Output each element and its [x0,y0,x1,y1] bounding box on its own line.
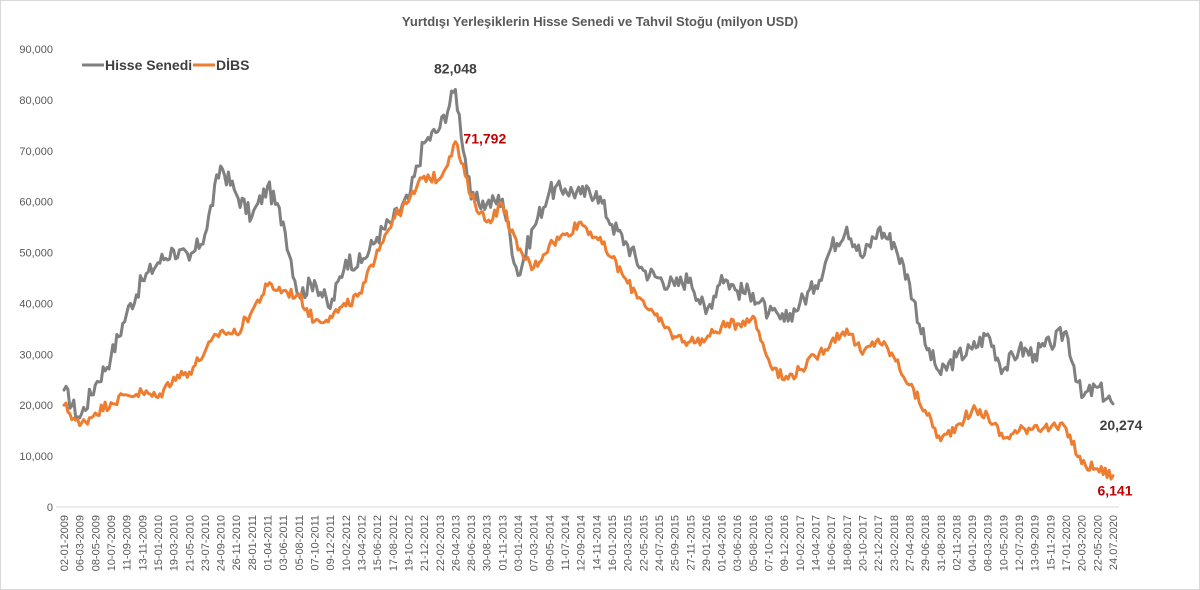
y-tick-label: 10,000 [19,451,53,463]
x-tick-label: 19-03-2010 [169,515,181,571]
x-tick-label: 01-04-2016 [717,515,729,571]
x-tick-label: 28-06-2013 [466,515,478,571]
x-tick-label: 22-12-2017 [873,515,885,571]
x-tick-label: 21-05-2010 [184,515,196,571]
x-tick-label: 20-10-2017 [857,515,869,571]
legend-entry: Hisse Senedi [105,57,192,73]
x-tick-label: 14-04-2017 [811,515,823,571]
y-tick-label: 90,000 [19,44,53,56]
x-tick-label: 29-06-2018 [920,515,932,571]
x-tick-label: 07-10-2016 [764,515,776,571]
x-tick-label: 08-03-2019 [983,515,995,571]
x-tick-label: 13-04-2012 [356,515,368,571]
x-tick-label: 27-04-2018 [904,515,916,571]
x-tick-label: 15-11-2019 [1045,515,1057,570]
x-tick-label: 21-12-2012 [419,515,431,571]
x-tick-label: 07-03-2014 [529,515,541,571]
y-tick-label: 0 [47,502,53,514]
x-tick-label: 07-10-2011 [310,515,322,570]
series-line-dibs [62,140,1115,481]
data-label: 6,141 [1097,483,1132,499]
y-tick-label: 80,000 [19,95,53,107]
x-tick-label: 05-08-2011 [294,515,306,570]
x-tick-label: 14-11-2014 [591,515,603,570]
x-tick-label: 24-09-2010 [216,515,228,571]
y-tick-label: 40,000 [19,298,53,310]
x-tick-label: 13-11-2009 [137,515,149,570]
x-tick-label: 03-06-2011 [278,515,290,570]
legend: Hisse Senedi DİBS [82,57,249,73]
x-tick-label: 10-05-2019 [998,515,1010,571]
x-tick-label: 10-02-2017 [795,515,807,571]
y-tick-label: 70,000 [19,146,53,158]
y-tick-label: 20,000 [19,400,53,412]
x-tick-label: 20-03-2015 [623,515,635,571]
x-tick-label: 11-07-2014 [560,515,572,570]
x-tick-label: 31-08-2018 [936,515,948,571]
x-tick-label: 23-02-2018 [889,515,901,571]
x-tick-label: 16-06-2017 [826,515,838,571]
x-tick-label: 09-05-2014 [544,515,556,571]
chart-title: Yurtdışı Yerleşiklerin Hisse Senedi ve T… [401,14,799,29]
x-tick-label: 16-01-2015 [607,515,619,571]
data-label: 20,274 [1100,417,1143,433]
x-tick-label: 22-02-2013 [435,515,447,571]
x-tick-label: 22-05-2020 [1092,515,1104,571]
x-tick-label: 23-07-2010 [200,515,212,571]
axes: 0 10,000 20,000 30,000 40,000 50,000 60,000 70,… [19,44,1120,571]
x-tick-label: 18-08-2017 [842,515,854,571]
x-tick-label: 26-11-2010 [231,515,243,570]
x-tick-label: 05-08-2016 [748,515,760,571]
x-tick-label: 09-12-2011 [325,515,337,570]
x-tick-label: 04-01-2019 [967,515,979,571]
x-tick-label: 08-05-2009 [90,515,102,571]
x-tick-label: 24-07-2015 [654,515,666,571]
x-tick-label: 09-12-2016 [779,515,791,571]
x-tick-label: 10-07-2009 [106,515,118,571]
y-tick-label: 60,000 [19,197,53,209]
y-tick-label: 50,000 [19,248,53,260]
data-label: 82,048 [434,60,477,76]
series-layer [62,88,1115,481]
x-tick-label: 15-06-2012 [372,515,384,571]
y-tick-label: 30,000 [19,349,53,361]
x-tick-label: 29-01-2016 [701,515,713,571]
x-tick-label: 24.07.2020 [1108,515,1120,570]
x-tick-label: 12-07-2019 [1014,515,1026,571]
x-tick-label: 06-03-2009 [75,515,87,571]
x-tick-label: 17-01-2020 [1061,515,1073,571]
x-tick-label: 03-01-2014 [513,515,525,571]
x-tick-label: 02-01-2009 [59,515,71,571]
x-tick-label: 02-11-2018 [951,515,963,570]
x-tick-label: 27-11-2015 [685,515,697,570]
x-tick-label: 26-04-2013 [450,515,462,571]
legend-entry: DİBS [216,57,249,73]
series-line-hisse-senedi [62,88,1115,420]
x-tick-label: 30-08-2013 [482,515,494,571]
x-tick-label: 01-04-2011 [263,515,275,570]
data-label: 71,792 [463,131,506,147]
x-tick-label: 17-08-2012 [388,515,400,571]
x-tick-label: 10-02-2012 [341,515,353,571]
x-tick-label: 03-06-2016 [732,515,744,571]
x-tick-label: 20-03-2020 [1077,515,1089,571]
x-tick-label: 28-01-2011 [247,515,259,570]
x-tick-label: 22-05-2015 [638,515,650,571]
data-labels: 82,048 71,792 20,274 6,141 [434,60,1143,498]
x-tick-label: 12-09-2014 [576,515,588,571]
x-tick-label: 25-09-2015 [670,515,682,571]
x-tick-label: 11-09-2009 [122,515,134,570]
x-tick-label: 13-09-2019 [1030,515,1042,571]
x-tick-label: 01-11-2013 [497,515,509,570]
x-tick-label: 19-10-2012 [403,515,415,571]
x-tick-label: 15-01-2010 [153,515,165,571]
